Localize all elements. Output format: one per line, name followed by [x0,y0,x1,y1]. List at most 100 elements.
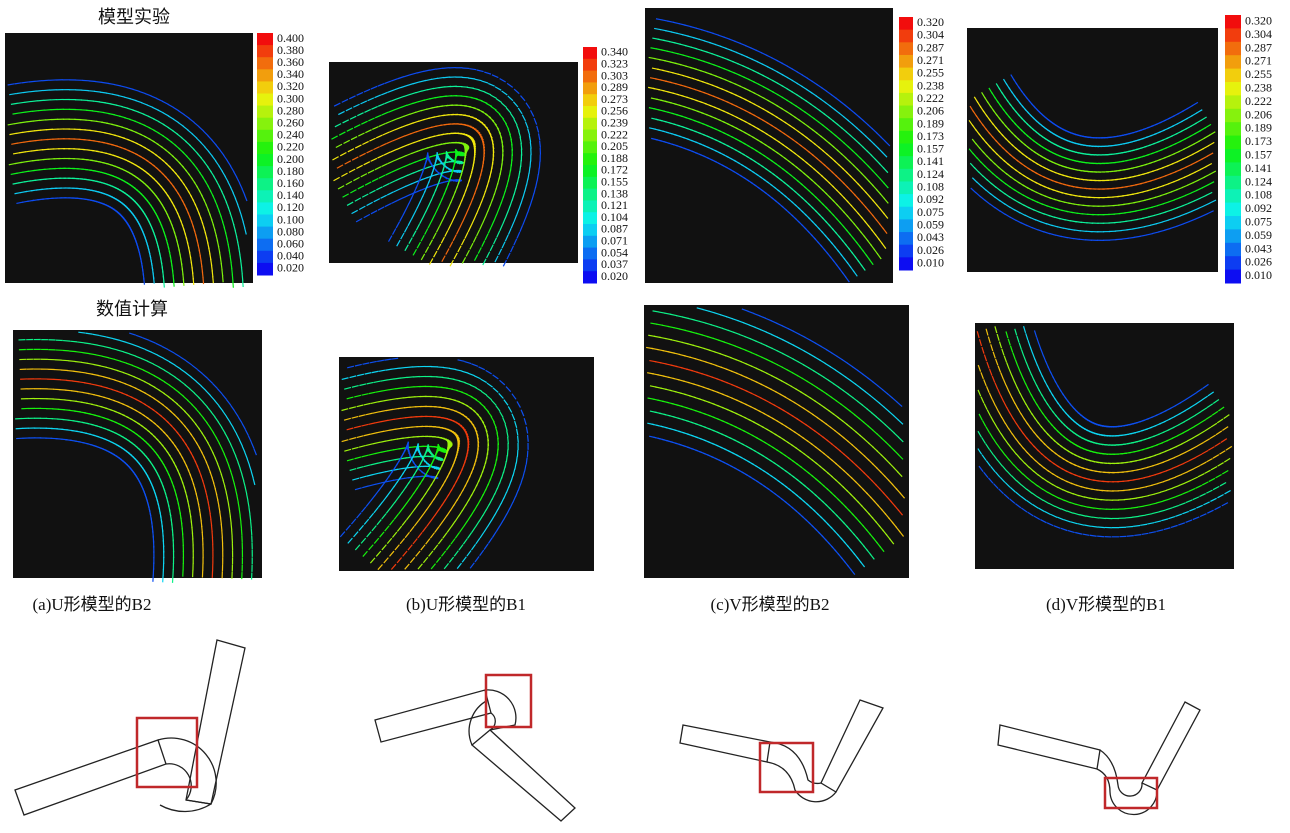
vector [348,95,356,100]
vector [21,81,29,84]
vector [367,97,375,102]
vector [502,217,506,225]
vector [1185,163,1193,168]
vector [195,137,202,144]
vector [63,339,71,342]
vector [365,129,372,134]
image-background [644,305,909,578]
vector [219,517,222,525]
vector [374,114,382,119]
vector [129,98,137,102]
vector [29,139,37,142]
vector [377,83,385,87]
vector [371,105,378,110]
vector [239,515,242,523]
vector [976,181,983,188]
vector [473,254,479,261]
vector [156,97,164,102]
vector [250,520,252,529]
vector [1200,213,1208,218]
vector [526,434,529,442]
vector [460,238,466,246]
vector [882,167,889,174]
vector [351,156,359,161]
vector [535,180,538,188]
vector [405,152,413,157]
vector-image [339,357,594,571]
vector [999,199,1006,205]
vector [1181,184,1189,189]
vector [221,269,224,277]
vector [835,97,842,103]
vector [507,436,509,444]
vector [1155,221,1163,225]
vector [1054,234,1062,238]
vector [241,188,246,196]
vector [221,530,223,538]
vector [402,208,407,216]
vector [336,164,344,169]
vector [177,121,185,128]
vector [227,243,230,251]
vector [1207,181,1215,186]
vector [1190,112,1198,117]
vector [69,350,77,353]
vector [1192,179,1200,184]
vector [238,209,243,217]
vector [520,95,526,102]
vector [29,90,37,93]
vector [425,205,430,213]
vector [375,134,383,139]
vector [474,78,482,82]
vector [382,183,390,188]
vector [509,199,513,207]
vector [490,220,495,228]
vector [11,142,19,145]
vector [869,139,876,145]
vector [211,270,214,278]
vector [844,104,851,110]
vector [396,239,401,247]
vector [440,236,445,244]
vector [1168,199,1176,203]
vector [489,199,494,207]
vector [400,376,408,379]
vector [427,199,432,207]
vector [856,127,863,133]
vector [1142,216,1150,219]
vector [67,369,75,372]
vector [985,189,992,195]
vector [30,100,38,103]
vector [513,118,518,126]
vector [516,124,520,132]
vector [114,83,122,87]
vector [242,221,246,229]
vector [518,202,522,210]
vector [337,185,345,190]
vector [989,203,996,209]
vector [229,255,232,263]
image-background [329,62,578,263]
vector [529,141,532,149]
vector [452,234,457,242]
vector [106,92,114,95]
vector [240,215,244,223]
vector [536,125,540,133]
vector [974,191,982,198]
vector [849,108,856,114]
vector [520,196,524,204]
vector [476,207,480,215]
vector [62,349,70,352]
vector [528,135,532,143]
vector [341,98,349,103]
vector [1198,176,1205,181]
vector [1015,219,1022,224]
vector [1084,239,1092,241]
vector [366,201,374,207]
vector [210,524,213,532]
image-background [5,33,253,283]
vector [397,165,405,170]
vector [431,77,439,81]
vector [1205,191,1213,196]
vector [1192,150,1199,156]
